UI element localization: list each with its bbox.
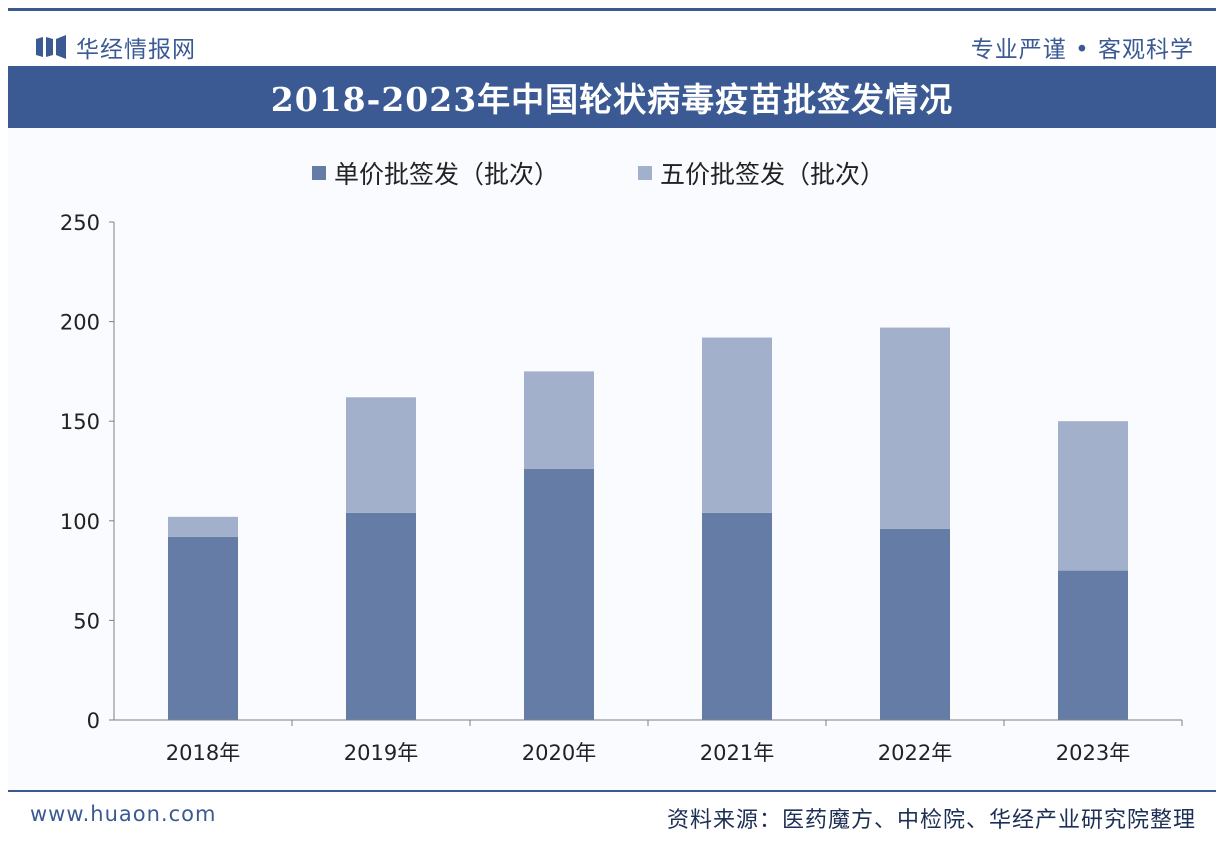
legend-label-pentavalent: 五价批签发（批次）	[660, 160, 885, 189]
slogan: 专业严谨 • 客观科学	[970, 37, 1194, 63]
x-tick-label: 2021年	[700, 741, 774, 765]
bar-monovalent-1	[168, 536, 238, 720]
bar-monovalent-2	[346, 512, 416, 720]
x-tick-label: 2022年	[878, 741, 952, 765]
legend-swatch-monovalent	[312, 166, 326, 180]
y-tick-label: 200	[60, 311, 100, 335]
legend-label-monovalent: 单价批签发（批次）	[334, 160, 559, 189]
legend-swatch-pentavalent	[638, 166, 652, 180]
bar-monovalent-6	[1058, 570, 1128, 720]
x-tick-label: 2023年	[1056, 741, 1130, 765]
bar-pentavalent-4	[702, 337, 772, 513]
y-tick-label: 0	[87, 709, 100, 733]
report-frame: 华经情报网 专业严谨 • 客观科学 2018-2023年中国轮状病毒疫苗批签发情…	[8, 8, 1216, 844]
bar-pentavalent-2	[346, 397, 416, 513]
top-divider	[8, 8, 1216, 11]
brand: 华经情报网	[36, 30, 196, 64]
chart-area: 0 50 100 150 200 250 2018年 2019年 2020年 2021年 2022年…	[8, 128, 1216, 790]
chart-title: 2018-2023年中国轮状病毒疫苗批签发情况	[270, 80, 954, 119]
y-tick-label: 150	[60, 410, 100, 434]
brand-name: 华经情报网	[76, 37, 196, 63]
footer-website: www.huaon.com	[30, 802, 217, 826]
y-tick-label: 50	[73, 609, 100, 633]
bar-pentavalent-5	[880, 327, 950, 529]
bar-pentavalent-6	[1058, 421, 1128, 571]
y-tick-label: 100	[60, 510, 100, 534]
x-tick-label: 2018年	[166, 741, 240, 765]
footer-divider	[8, 790, 1216, 792]
footer-source: 资料来源：医药魔方、中检院、华经产业研究院整理	[666, 808, 1196, 833]
y-tick-label: 250	[60, 211, 100, 235]
bar-pentavalent-1	[168, 516, 238, 537]
bar-pentavalent-3	[524, 371, 594, 470]
bar-monovalent-3	[524, 469, 594, 720]
bar-monovalent-5	[880, 528, 950, 720]
x-tick-label: 2019年	[344, 741, 418, 765]
stacked-bar-chart: 0 50 100 150 200 250 2018年 2019年 2020年 2021年 2022年…	[60, 160, 1183, 765]
x-tick-label: 2020年	[522, 741, 596, 765]
title-bar: 2018-2023年中国轮状病毒疫苗批签发情况	[8, 66, 1216, 128]
brand-logo-icon	[36, 35, 66, 59]
bar-monovalent-4	[702, 512, 772, 720]
